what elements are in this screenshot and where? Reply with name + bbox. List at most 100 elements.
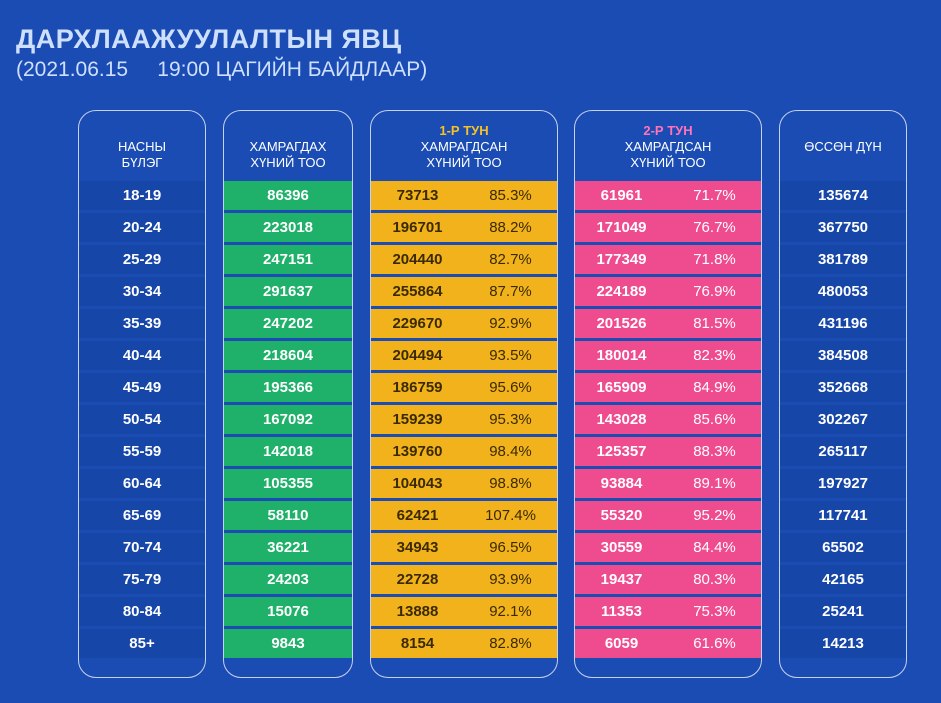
- dose2-percent: 71.8%: [693, 251, 736, 268]
- dose1-count: 34943: [396, 539, 439, 556]
- target-count-cell: 105355: [224, 469, 352, 498]
- dose2-cell: 61961 71.7%: [575, 181, 761, 210]
- dose1-header: 1-Р ТУН ХАМРАГДСАН ХҮНИЙ ТОО: [371, 123, 557, 171]
- dose1-cell: 62421 107.4%: [371, 501, 557, 530]
- age-group-cell: 50-54: [79, 405, 205, 434]
- dose2-cell: 125357 88.3%: [575, 437, 761, 466]
- dose1-cell: 229670 92.9%: [371, 309, 557, 338]
- dose2-rows: 61961 71.7% 171049 76.7% 177349 71.8% 224189 76…: [575, 181, 761, 661]
- cumulative-column: ӨССӨН ДҮН 135674 367750 381789 480053 431196…: [779, 110, 907, 678]
- age-group-cell: 70-74: [79, 533, 205, 562]
- dose1-percent: 98.4%: [489, 443, 532, 460]
- target-count-cell: 247151: [224, 245, 352, 274]
- dose2-count: 143028: [596, 411, 647, 428]
- dose1-cell: 204440 82.7%: [371, 245, 557, 274]
- dose2-percent: 75.3%: [693, 603, 736, 620]
- age-group-cell: 45-49: [79, 373, 205, 402]
- age-group-cell: 40-44: [79, 341, 205, 370]
- target-count-cell: 195366: [224, 373, 352, 402]
- dose2-cell: 11353 75.3%: [575, 597, 761, 626]
- cumulative-cell: 381789: [780, 245, 906, 274]
- cumulative-cell: 352668: [780, 373, 906, 402]
- dose1-cell: 104043 98.8%: [371, 469, 557, 498]
- cumulative-cell: 431196: [780, 309, 906, 338]
- dose1-count: 139760: [392, 443, 443, 460]
- dose2-percent: 84.4%: [693, 539, 736, 556]
- dose2-cell: 6059 61.6%: [575, 629, 761, 658]
- target-count-cell: 218604: [224, 341, 352, 370]
- dose2-count: 11353: [601, 603, 642, 620]
- target-column: ХАМРАГДАХ ХҮНИЙ ТОО 86396 223018 247151 291…: [223, 110, 353, 678]
- target-count-cell: 247202: [224, 309, 352, 338]
- dose2-cell: 180014 82.3%: [575, 341, 761, 370]
- target-header-line1: ХАМРАГДАХ: [249, 139, 327, 154]
- dose2-count: 6059: [604, 635, 639, 652]
- dose1-count: 73713: [396, 187, 439, 204]
- dose1-cell: 8154 82.8%: [371, 629, 557, 658]
- dose1-percent: 98.8%: [489, 475, 532, 492]
- cumulative-cell: 302267: [780, 405, 906, 434]
- dose1-percent: 82.8%: [489, 635, 532, 652]
- dose2-percent: 85.6%: [693, 411, 736, 428]
- dose1-cell: 13888 92.1%: [371, 597, 557, 626]
- cumulative-cell: 480053: [780, 277, 906, 306]
- age-group-header: НАСНЫ БҮЛЭГ: [79, 139, 205, 171]
- dose2-column: 2-Р ТУН ХАМРАГДСАН ХҮНИЙ ТОО 61961 71.7% 1…: [574, 110, 762, 678]
- dose2-count: 125357: [596, 443, 647, 460]
- dose1-header-line1: ХАМРАГДСАН: [420, 139, 508, 154]
- age-group-cell: 30-34: [79, 277, 205, 306]
- dose1-count: 104043: [392, 475, 443, 492]
- dose1-percent: 85.3%: [489, 187, 532, 204]
- dose2-cell: 93884 89.1%: [575, 469, 761, 498]
- cumulative-cell: 117741: [780, 501, 906, 530]
- dose2-cell: 224189 76.9%: [575, 277, 761, 306]
- dose2-count: 165909: [596, 379, 647, 396]
- dose1-count: 22728: [396, 571, 439, 588]
- target-count-cell: 167092: [224, 405, 352, 434]
- dose1-cell: 22728 93.9%: [371, 565, 557, 594]
- page-title: ДАРХЛААЖУУЛАЛТЫН ЯВЦ: [16, 24, 402, 54]
- dose2-header-line2: ХҮНИЙ ТОО: [630, 155, 706, 170]
- dose1-percent: 95.3%: [489, 411, 532, 428]
- target-header-line2: ХҮНИЙ ТОО: [250, 155, 326, 170]
- dose1-percent: 92.9%: [489, 315, 532, 332]
- dose2-percent: 84.9%: [693, 379, 736, 396]
- cumulative-cell: 135674: [780, 181, 906, 210]
- dose1-cell: 34943 96.5%: [371, 533, 557, 562]
- cumulative-cell: 367750: [780, 213, 906, 242]
- dose2-count: 180014: [596, 347, 647, 364]
- target-count-cell: 142018: [224, 437, 352, 466]
- dose1-count: 8154: [400, 635, 435, 652]
- age-group-column: НАСНЫ БҮЛЭГ 18-19 20-24 25-29 30-34 35-39 40-…: [78, 110, 206, 678]
- dose1-cell: 204494 93.5%: [371, 341, 557, 370]
- dose2-count: 30559: [600, 539, 643, 556]
- age-group-header-line2: БҮЛЭГ: [121, 155, 163, 170]
- dose1-count: 186759: [392, 379, 443, 396]
- dose2-header-line1: ХАМРАГДСАН: [624, 139, 712, 154]
- age-group-cell: 75-79: [79, 565, 205, 594]
- dose2-count: 171049: [596, 219, 647, 236]
- dose1-count: 204440: [392, 251, 443, 268]
- dose1-percent: 93.5%: [489, 347, 532, 364]
- dose1-cell: 255864 87.7%: [371, 277, 557, 306]
- dose2-count: 224189: [596, 283, 647, 300]
- dose2-percent: 61.6%: [693, 635, 736, 652]
- cumulative-cell: 65502: [780, 533, 906, 562]
- dose2-cell: 30559 84.4%: [575, 533, 761, 562]
- target-count-cell: 36221: [224, 533, 352, 562]
- dose2-percent: 80.3%: [693, 571, 736, 588]
- dose1-cell: 186759 95.6%: [371, 373, 557, 402]
- dose1-percent: 107.4%: [485, 507, 536, 524]
- age-group-cell: 60-64: [79, 469, 205, 498]
- dose2-cell: 19437 80.3%: [575, 565, 761, 594]
- dose2-cell: 201526 81.5%: [575, 309, 761, 338]
- dose1-count: 255864: [392, 283, 443, 300]
- dose1-percent: 96.5%: [489, 539, 532, 556]
- age-group-cell: 18-19: [79, 181, 205, 210]
- age-group-cell: 85+: [79, 629, 205, 658]
- dose1-header-line2: ХҮНИЙ ТОО: [426, 155, 502, 170]
- cumulative-cell: 265117: [780, 437, 906, 466]
- target-count-cell: 291637: [224, 277, 352, 306]
- dose2-count: 61961: [600, 187, 643, 204]
- target-count-cell: 223018: [224, 213, 352, 242]
